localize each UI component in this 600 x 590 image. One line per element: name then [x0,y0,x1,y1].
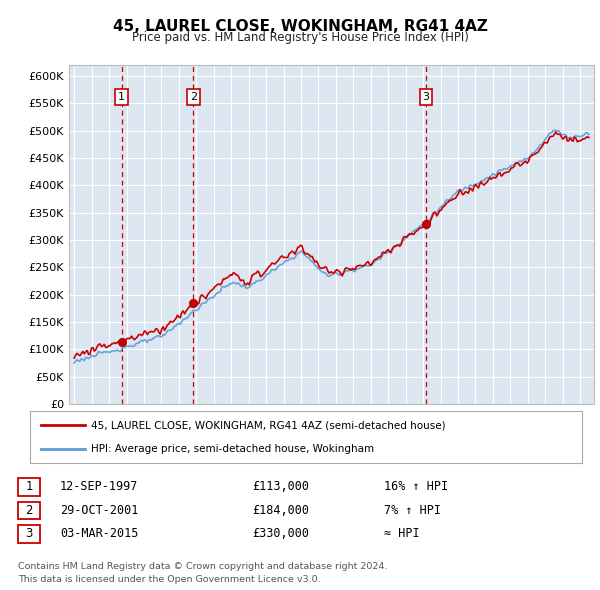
Text: 1: 1 [25,480,33,493]
Text: This data is licensed under the Open Government Licence v3.0.: This data is licensed under the Open Gov… [18,575,320,584]
Text: 2: 2 [190,92,197,102]
Text: £330,000: £330,000 [252,527,309,540]
Text: 3: 3 [422,92,430,102]
Text: 2: 2 [25,504,33,517]
Text: 12-SEP-1997: 12-SEP-1997 [60,480,139,493]
Text: £184,000: £184,000 [252,504,309,517]
Text: ≈ HPI: ≈ HPI [384,527,419,540]
Text: 3: 3 [25,527,33,540]
Text: 7% ↑ HPI: 7% ↑ HPI [384,504,441,517]
Text: 16% ↑ HPI: 16% ↑ HPI [384,480,448,493]
Text: HPI: Average price, semi-detached house, Wokingham: HPI: Average price, semi-detached house,… [91,444,374,454]
Text: 03-MAR-2015: 03-MAR-2015 [60,527,139,540]
Text: Price paid vs. HM Land Registry's House Price Index (HPI): Price paid vs. HM Land Registry's House … [131,31,469,44]
Text: 1: 1 [118,92,125,102]
Text: Contains HM Land Registry data © Crown copyright and database right 2024.: Contains HM Land Registry data © Crown c… [18,562,388,571]
Text: 45, LAUREL CLOSE, WOKINGHAM, RG41 4AZ: 45, LAUREL CLOSE, WOKINGHAM, RG41 4AZ [113,19,487,34]
Text: £113,000: £113,000 [252,480,309,493]
Text: 45, LAUREL CLOSE, WOKINGHAM, RG41 4AZ (semi-detached house): 45, LAUREL CLOSE, WOKINGHAM, RG41 4AZ (s… [91,420,445,430]
Text: 29-OCT-2001: 29-OCT-2001 [60,504,139,517]
